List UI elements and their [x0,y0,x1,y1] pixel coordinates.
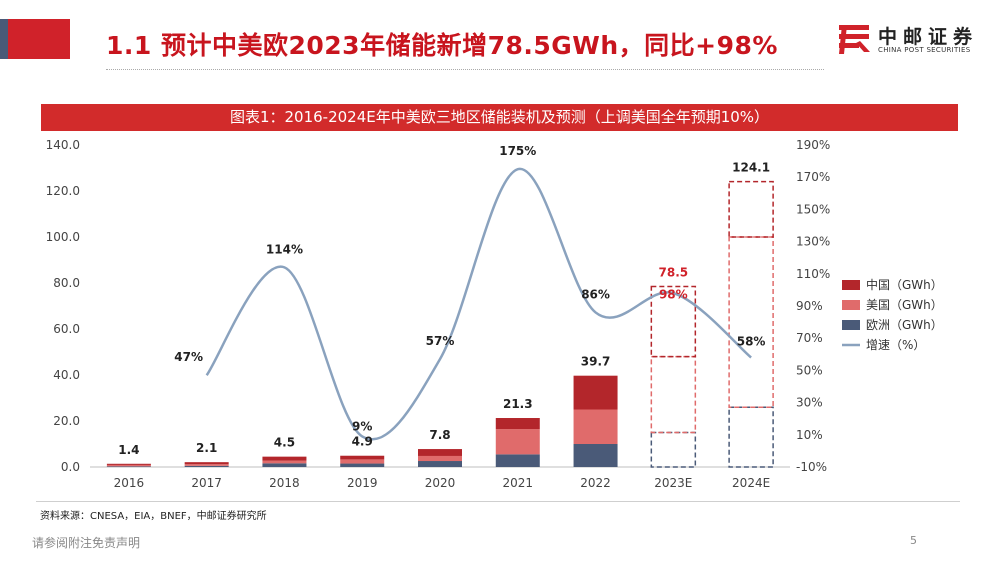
bar-segment [418,461,462,467]
y-right-tick-label: 70% [796,331,823,345]
company-logo: 中邮证券 CHINA POST SECURITIES [836,20,996,60]
y-right-tick-label: -10% [796,460,827,474]
growth-rate-label: 57% [426,334,455,348]
china-post-logo-icon [839,25,870,54]
bar-segment [340,463,385,467]
bar-segment [728,406,774,468]
disclaimer-note: 请参阅附注免责声明 [32,536,141,550]
x-tick-label: 2023E [654,476,692,490]
bar-total-label: 21.3 [503,397,533,411]
bar-segment [418,455,462,462]
bar-segment [106,466,151,467]
header-accent-block [0,19,70,59]
x-tick-label: 2018 [269,476,300,490]
bar-total-label: 4.5 [274,436,295,450]
logo-text-cn: 中邮证券 [878,26,979,48]
bar-segment [106,464,151,467]
x-tick-label: 2019 [347,476,378,490]
legend-label: 中国（GWh） [866,277,943,292]
growth-rate-label: 9% [352,419,372,433]
y-left-tick-label: 20.0 [53,414,80,428]
y-right-tick-label: 130% [796,235,830,249]
bar-segment [650,431,697,468]
chart-title-bar: 图表1：2016-2024E年中美欧三地区储能装机及预测（上调美国全年预期10%… [41,104,958,131]
y-right-tick-label: 150% [796,202,830,216]
bar-segment [262,460,307,464]
x-tick-label: 2022 [580,476,611,490]
source-divider [36,501,960,502]
bar-segment [340,459,385,464]
page-number: 5 [910,534,917,547]
growth-rate-label: 114% [266,242,303,256]
header-accent-stripe [0,19,8,59]
y-right-tick-label: 30% [796,396,823,410]
bar-segment [418,449,462,456]
legend-label: 欧洲（GWh） [866,318,943,332]
bar-total-label: 2.1 [196,441,217,455]
bar-segment [495,418,540,430]
title-divider [106,69,824,70]
x-tick-label: 2017 [191,476,222,490]
bar-total-label: 39.7 [581,355,611,369]
bar-segment [573,409,618,444]
y-right-tick-label: 190% [796,138,830,152]
y-right-tick-label: 50% [796,363,823,377]
y-right-tick-label: 90% [796,299,823,313]
x-tick-label: 2024E [732,476,770,490]
page-title: 1.1 预计中美欧2023年储能新增78.5GWh，同比+98% [106,31,778,60]
growth-rate-label: 86% [581,287,610,301]
bar-segment [184,464,229,466]
y-left-tick-label: 80.0 [53,276,80,290]
x-tick-label: 2020 [425,476,456,490]
bar-segment [184,462,229,465]
data-source-note: 资料来源：CNESA，EIA，BNEF，中邮证券研究所 [40,511,267,522]
growth-rate-label: 98% [659,287,688,301]
bar-segment [184,465,229,467]
bar-segment [262,463,307,467]
bar-segment [728,180,774,238]
bar-segment [495,454,540,467]
bar-segment [650,285,697,358]
legend-label: 美国（GWh） [866,298,943,312]
y-left-tick-label: 40.0 [53,368,80,382]
bar-total-label: 1.4 [118,443,139,457]
growth-rate-line [205,167,752,441]
bar-segment [262,456,307,461]
legend-swatch [842,280,860,290]
y-right-tick-label: 110% [796,267,830,281]
bar-segment [340,455,385,460]
growth-rate-label: 175% [499,144,536,158]
bar-total-label: 4.9 [352,435,373,449]
x-tick-label: 2021 [503,476,534,490]
growth-rate-label: 58% [737,335,766,349]
logo-text-en: CHINA POST SECURITIES [878,46,971,54]
y-right-tick-label: 10% [796,428,823,442]
y-left-tick-label: 60.0 [53,322,80,336]
growth-rate-label: 47% [174,350,203,364]
bar-total-label: 7.8 [429,428,450,442]
bar-segment [573,444,618,467]
bar-segment [728,236,774,408]
bar-total-label: 124.1 [732,161,770,175]
y-left-tick-label: 0.0 [61,460,80,474]
bar-segment [495,429,540,455]
legend-swatch [842,320,860,330]
y-left-tick-label: 120.0 [46,184,80,198]
legend-label: 增速（%） [866,338,925,352]
y-left-tick-label: 140.0 [46,138,80,152]
x-tick-label: 2016 [114,476,145,490]
bar-segment [106,463,151,465]
bar-segment [573,375,618,410]
y-left-tick-label: 100.0 [46,230,80,244]
bar-total-label: 78.5 [659,265,689,279]
y-right-tick-label: 170% [796,170,830,184]
legend-swatch [842,300,860,310]
bar-segment [650,355,697,434]
